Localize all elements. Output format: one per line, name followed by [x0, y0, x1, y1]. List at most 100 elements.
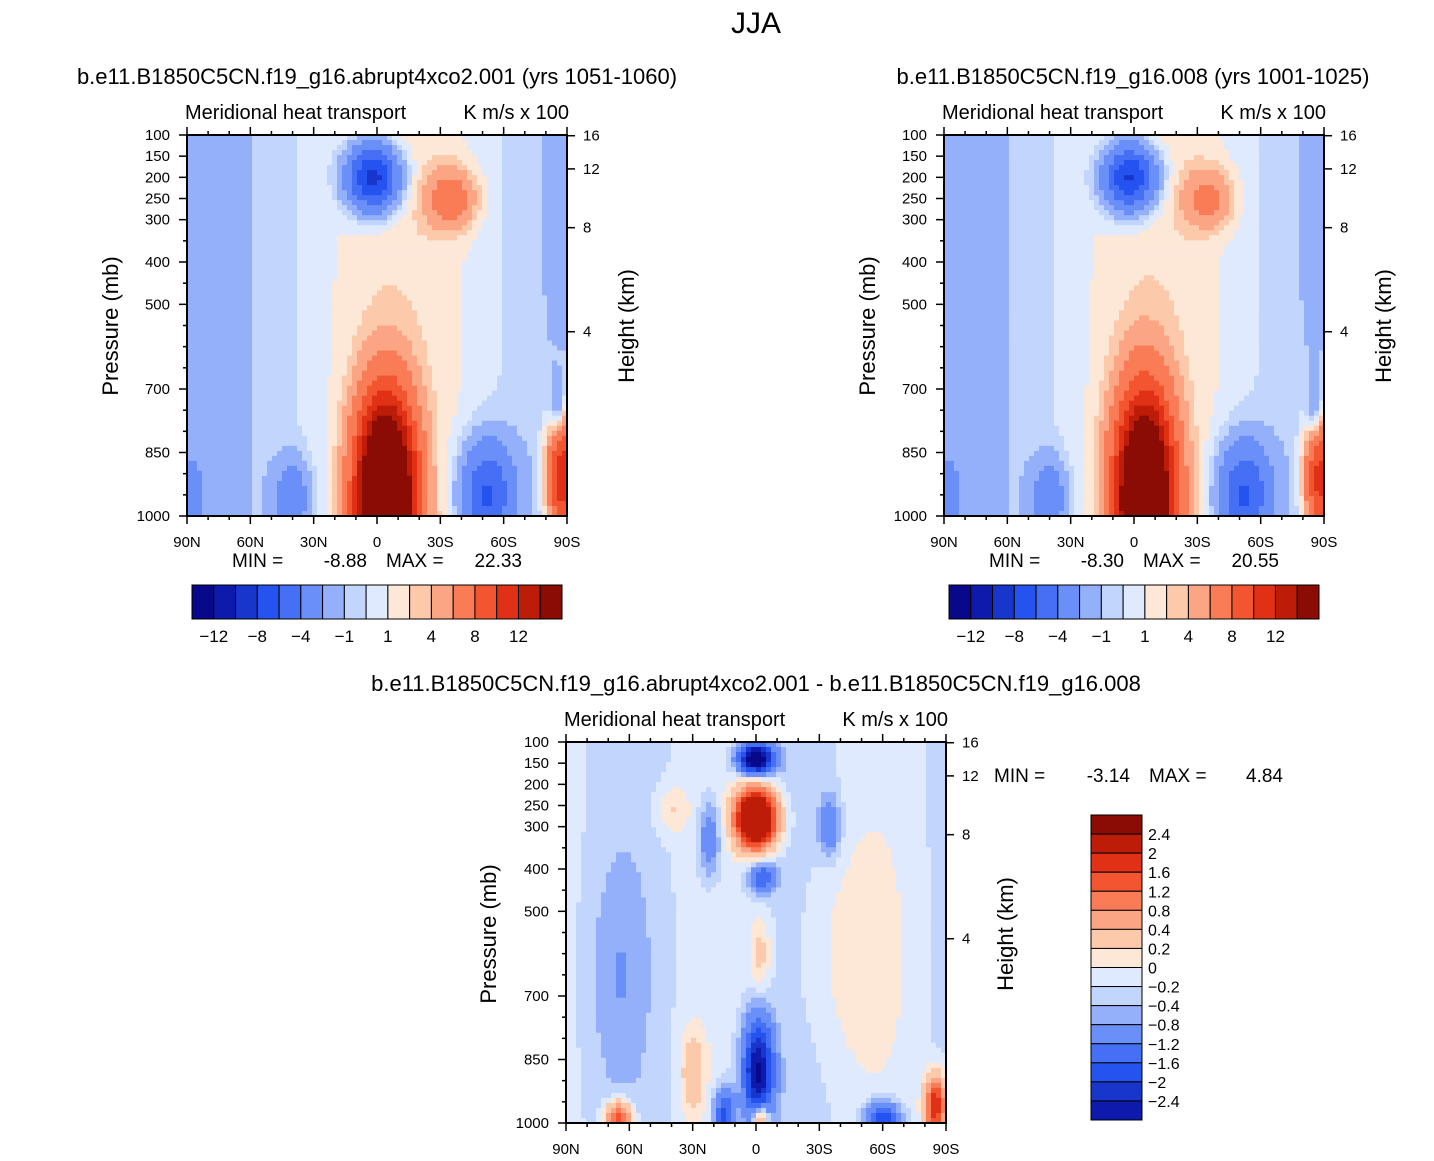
contour-cell: [382, 446, 388, 452]
contour-cell: [332, 396, 338, 402]
contour-cell: [447, 356, 453, 362]
contour-cell: [227, 170, 233, 176]
contour-cell: [267, 175, 273, 181]
contour-cell: [487, 230, 493, 236]
contour-cell: [312, 260, 318, 266]
contour-cell: [532, 170, 538, 176]
contour-cell: [492, 260, 498, 266]
contour-cell: [227, 270, 233, 276]
contour-cell: [402, 265, 408, 271]
contour-cell: [417, 341, 423, 347]
contour-cell: [382, 406, 388, 412]
contour-cell: [532, 320, 538, 326]
contour-cell: [392, 451, 398, 457]
contour-cell: [352, 215, 358, 221]
contour-cell: [387, 200, 393, 206]
contour-cell: [512, 406, 518, 412]
contour-cell: [407, 225, 413, 231]
contour-cell: [227, 285, 233, 291]
contour-cell: [457, 250, 463, 256]
contour-cell: [312, 436, 318, 442]
contour-cell: [552, 275, 558, 281]
contour-cell: [502, 426, 508, 432]
contour-cell: [337, 406, 343, 412]
contour-cell: [497, 386, 503, 392]
contour-cell: [222, 180, 228, 186]
contour-cell: [467, 140, 473, 146]
contour-cell: [342, 255, 348, 261]
contour-cell: [207, 456, 213, 462]
contour-cell: [552, 336, 558, 342]
contour-cell: [482, 250, 488, 256]
contour-cell: [487, 275, 493, 281]
contour-cell: [377, 456, 383, 462]
contour-cell: [257, 305, 263, 311]
contour-cell: [272, 275, 278, 281]
contour-cell: [337, 326, 343, 332]
contour-cell: [237, 376, 243, 382]
contour-cell: [262, 205, 268, 211]
contour-cell: [237, 185, 243, 191]
contour-cell: [532, 346, 538, 352]
contour-cell: [227, 366, 233, 372]
contour-cell: [387, 205, 393, 211]
contour-cell: [197, 351, 203, 357]
contour-cell: [307, 376, 313, 382]
contour-cell: [302, 451, 308, 457]
contour-cell: [242, 190, 248, 196]
contour-cell: [277, 461, 283, 467]
contour-cell: [352, 150, 358, 156]
contour-cell: [342, 195, 348, 201]
contour-cell: [252, 351, 258, 357]
contour-cell: [357, 165, 363, 171]
contour-cell: [462, 215, 468, 221]
contour-cell: [312, 336, 318, 342]
contour-cell: [307, 436, 313, 442]
contour-cell: [387, 295, 393, 301]
contour-cell: [232, 391, 238, 397]
contour-cell: [552, 446, 558, 452]
contour-cell: [502, 260, 508, 266]
contour-cell: [217, 180, 223, 186]
contour-cell: [347, 270, 353, 276]
contour-cell: [372, 220, 378, 226]
contour-cell: [202, 140, 208, 146]
contour-cell: [387, 441, 393, 447]
contour-cell: [402, 366, 408, 372]
contour-cell: [457, 275, 463, 281]
contour-cell: [427, 155, 433, 161]
contour-cell: [392, 270, 398, 276]
contour-cell: [217, 280, 223, 286]
contour-cell: [312, 320, 318, 326]
contour-cell: [297, 346, 303, 352]
contour-cell: [232, 371, 238, 377]
contour-cell: [457, 140, 463, 146]
contour-cell: [422, 336, 428, 342]
contour-cell: [507, 320, 513, 326]
contour-cell: [367, 150, 373, 156]
contour-cell: [317, 451, 323, 457]
contour-cell: [402, 160, 408, 166]
contour-cell: [302, 145, 308, 151]
contour-cell: [532, 401, 538, 407]
contour-cell: [462, 381, 468, 387]
contour-cell: [442, 190, 448, 196]
contour-cell: [512, 391, 518, 397]
contour-cell: [377, 235, 383, 241]
contour-cell: [402, 295, 408, 301]
contour-cell: [317, 411, 323, 417]
contour-cell: [217, 346, 223, 352]
contour-cell: [547, 190, 553, 196]
contour-cell: [492, 160, 498, 166]
contour-cell: [377, 295, 383, 301]
contour-cell: [352, 421, 358, 427]
contour-cell: [267, 235, 273, 241]
contour-cell: [252, 346, 258, 352]
contour-cell: [257, 315, 263, 321]
contour-cell: [307, 260, 313, 266]
contour-cell: [537, 220, 543, 226]
contour-cell: [307, 270, 313, 276]
contour-cell: [312, 406, 318, 412]
contour-cell: [317, 426, 323, 432]
contour-cell: [452, 426, 458, 432]
